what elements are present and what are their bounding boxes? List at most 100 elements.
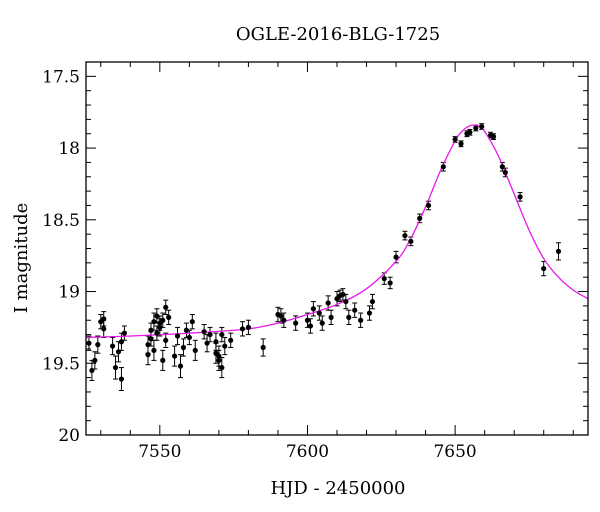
data-point	[216, 353, 222, 359]
data-point	[555, 248, 562, 254]
y-tick-label: 17.5	[42, 67, 80, 87]
data-point	[467, 129, 473, 135]
data-point	[340, 291, 346, 298]
y-tick-label: 19	[58, 283, 80, 303]
data-point	[473, 125, 479, 131]
data-point	[86, 340, 92, 346]
data-point	[183, 327, 189, 333]
ticks-layer: 7550 7600 7650 17.5 18 18.5 19 19.5 20	[42, 61, 588, 462]
data-point	[402, 232, 408, 239]
data-point	[219, 364, 225, 371]
data-point	[154, 313, 160, 319]
x-tick-label: 7650	[433, 442, 476, 462]
data-point	[219, 331, 225, 338]
data-point	[499, 164, 505, 170]
data-point	[281, 317, 287, 323]
y-axis-label: I magnitude	[11, 203, 32, 314]
data-point	[192, 347, 198, 353]
plot-frame	[85, 61, 589, 436]
data-point	[316, 310, 322, 316]
data-point	[490, 134, 497, 140]
data-point	[417, 215, 423, 221]
data-point	[293, 320, 299, 326]
data-point	[310, 306, 316, 312]
chart-title: OGLE-2016-BLG-1725	[236, 24, 440, 45]
data-point	[260, 344, 266, 351]
data-point	[160, 357, 166, 363]
y-tick-label: 20	[58, 426, 80, 446]
data-point	[160, 317, 166, 323]
data-point	[151, 347, 157, 353]
data-point	[109, 343, 116, 349]
data-point	[163, 337, 169, 343]
data-point	[479, 123, 485, 130]
data-point	[319, 320, 325, 326]
model-curve	[85, 124, 589, 339]
x-tick-label: 7600	[286, 442, 329, 462]
data-point	[502, 169, 508, 176]
data-point	[216, 357, 222, 363]
data-point	[452, 136, 458, 143]
data-point	[177, 363, 184, 369]
data-point	[101, 326, 107, 332]
data-point	[174, 333, 181, 339]
data-point	[213, 339, 219, 345]
y-tick-label: 18.5	[42, 211, 80, 231]
data-point	[425, 202, 432, 209]
data-point	[381, 276, 387, 282]
x-tick-label: 7550	[138, 442, 181, 462]
data-point	[121, 330, 127, 336]
data-point	[151, 319, 157, 325]
data-point	[278, 313, 284, 319]
data-point	[157, 324, 163, 331]
data-point	[387, 280, 393, 286]
data-point	[440, 164, 446, 170]
x-axis-label: HJD - 2450000	[270, 478, 405, 499]
data-point	[517, 194, 523, 200]
data-point	[95, 342, 101, 348]
data-point	[343, 298, 349, 305]
data-point	[245, 324, 252, 331]
data-point	[328, 314, 334, 320]
data-point	[352, 307, 358, 313]
data-point	[408, 238, 414, 244]
data-point	[112, 364, 119, 371]
data-point	[393, 254, 399, 260]
data-point	[89, 367, 95, 374]
data-point	[307, 323, 314, 329]
data-point	[145, 352, 151, 358]
y-tick-label: 19.5	[42, 354, 80, 374]
y-tick-label: 18	[58, 139, 80, 159]
data-point	[186, 334, 192, 341]
data-point	[366, 310, 373, 316]
data-point	[154, 330, 160, 336]
data-point	[228, 337, 234, 343]
data-point	[304, 317, 311, 323]
data-point	[163, 304, 169, 310]
data-point	[145, 342, 151, 348]
data-point	[325, 300, 331, 306]
data-point	[92, 357, 98, 363]
data-point	[239, 326, 246, 332]
data-point	[204, 340, 210, 346]
points-layer	[86, 123, 562, 382]
data-point	[118, 376, 125, 382]
data-point	[369, 298, 376, 305]
data-point	[207, 331, 213, 338]
data-point	[148, 327, 154, 333]
data-point	[346, 314, 352, 320]
data-point	[101, 316, 107, 322]
data-point	[222, 343, 228, 349]
data-point	[148, 336, 154, 342]
data-point	[180, 344, 187, 351]
data-point	[458, 141, 464, 147]
data-point	[189, 319, 195, 325]
data-point	[118, 339, 125, 345]
data-point	[166, 314, 172, 320]
data-point	[115, 349, 122, 355]
data-point	[541, 265, 547, 272]
data-point	[171, 353, 178, 359]
data-point	[201, 329, 207, 335]
data-point	[358, 317, 364, 323]
